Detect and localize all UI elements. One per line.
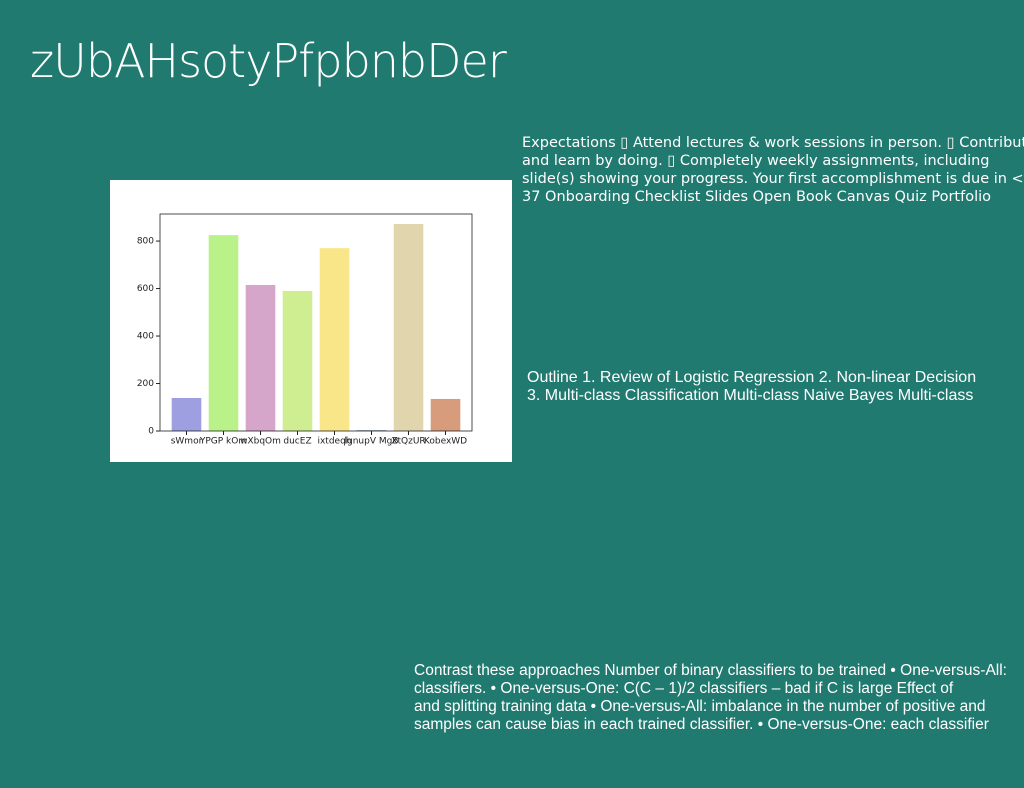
text-line: 3. Multi-class Classification Multi-clas…	[527, 387, 974, 404]
bar	[393, 223, 424, 431]
text-line: Expectations ▯ Attend lectures & work se…	[522, 135, 1024, 151]
bar	[208, 235, 239, 431]
y-tick-label: 0	[148, 427, 154, 437]
x-tick-label: ixtdeqh	[317, 437, 351, 447]
text-line: Outline 1. Review of Logistic Regression…	[527, 369, 977, 386]
x-tick-label: YPGP kOm	[199, 437, 247, 447]
bar	[171, 397, 202, 431]
x-tick-label: sWmor	[171, 437, 203, 447]
slide-title: zUbAHsotyPfpbnbDer	[30, 34, 507, 88]
text-line: Contrast these approaches Number of bina…	[414, 662, 1007, 679]
contrast-text: Contrast these approaches Number of bina…	[414, 662, 1007, 734]
y-tick-label: 600	[137, 284, 154, 294]
x-tick-label: KobexWD	[424, 437, 467, 447]
plot-frame	[159, 213, 473, 432]
text-line: and learn by doing. ▯ Completely weekly …	[522, 153, 990, 169]
bar	[319, 248, 350, 431]
expectations-text: Expectations ▯ Attend lectures & work se…	[522, 134, 1024, 206]
bar	[356, 430, 387, 431]
bar	[430, 398, 461, 431]
outline-text: Outline 1. Review of Logistic Regression…	[527, 369, 976, 405]
y-tick-label: 400	[137, 332, 154, 342]
bar	[245, 284, 276, 431]
x-tick-label: wXbqOm	[240, 437, 281, 447]
bar	[282, 290, 313, 431]
x-tick-label: lgnupV MgB	[344, 437, 398, 447]
x-tick-label: ducEZ	[283, 437, 311, 447]
x-tick-label: XtQzUR	[391, 437, 425, 447]
y-tick-label: 800	[137, 237, 154, 247]
text-line: classifiers. • One-versus-One: C(C – 1)/…	[414, 680, 954, 697]
text-line: and splitting training data • One-versus…	[414, 698, 986, 715]
text-line: 37 Onboarding Checklist Slides Open Book…	[522, 189, 991, 205]
y-tick-label: 200	[137, 379, 154, 389]
text-line: slide(s) showing your progress. Your fir…	[522, 171, 1024, 187]
text-line: samples can cause bias in each trained c…	[414, 716, 989, 733]
